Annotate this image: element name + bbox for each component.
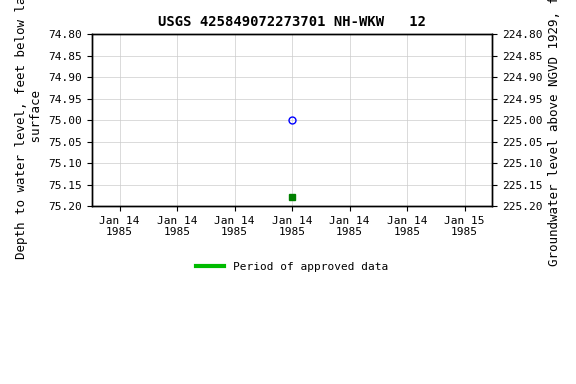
Y-axis label: Groundwater level above NGVD 1929, feet: Groundwater level above NGVD 1929, feet [548, 0, 561, 266]
Legend: Period of approved data: Period of approved data [192, 257, 392, 276]
Title: USGS 425849072273701 NH-WKW   12: USGS 425849072273701 NH-WKW 12 [158, 15, 426, 29]
Y-axis label: Depth to water level, feet below land
 surface: Depth to water level, feet below land su… [15, 0, 43, 259]
